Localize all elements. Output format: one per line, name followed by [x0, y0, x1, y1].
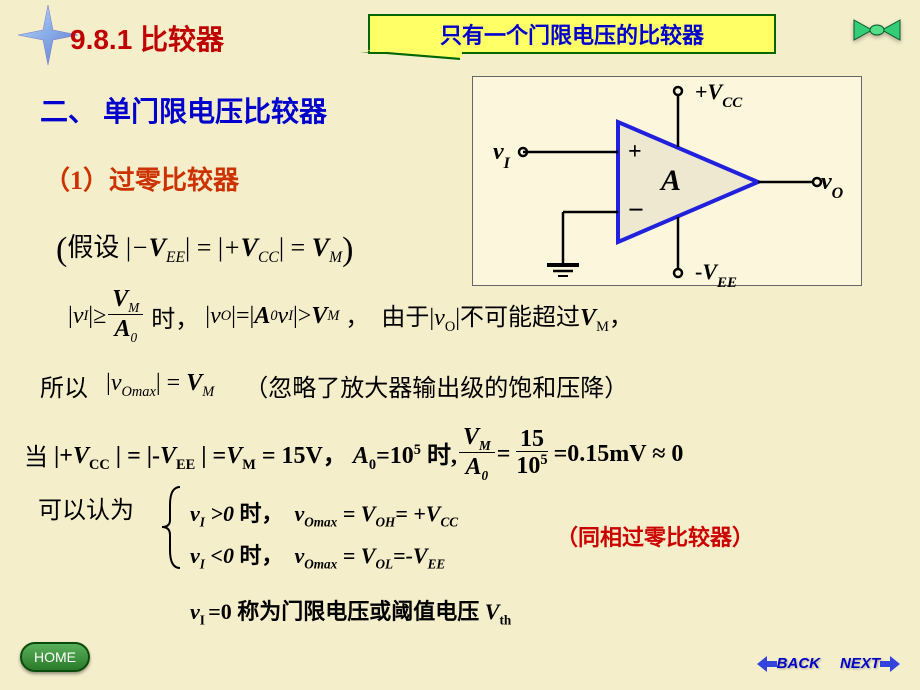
- ribbon-icon[interactable]: [852, 10, 902, 50]
- slide: 9.8.1 比较器 只有一个门限电压的比较器 二、 单门限电压比较器 （1）过零…: [0, 0, 920, 690]
- callout: 只有一个门限电压的比较器: [368, 14, 776, 54]
- opamp-diagram: + − A vI vO +VCC -VEE: [472, 76, 862, 286]
- svg-text:+: +: [628, 139, 642, 165]
- svg-text:vO: vO: [821, 169, 844, 202]
- subtitle: 二、 单门限电压比较器: [40, 90, 327, 130]
- svg-text:−: −: [628, 195, 644, 226]
- opamp-A: A: [659, 164, 681, 197]
- inequality-line: |vI| ≥ VM A0 时， |vO| = |A0vI| > VM ， 由于|…: [68, 287, 633, 346]
- home-button[interactable]: HOME: [20, 642, 90, 672]
- cond1: vI >0 时， vOmax = VOH= +VCC: [190, 496, 458, 530]
- cond2: vI <0 时， vOmax = VOL=-VEE: [190, 538, 445, 572]
- callout-tail-fill: [362, 50, 462, 58]
- svg-text:+VCC: +VCC: [695, 79, 743, 111]
- numeric-line: 当 |+VCC | = |-VEE | =VM = 15V， A0=105 时,…: [24, 425, 683, 484]
- section-title: 9.8.1 比较器: [70, 18, 224, 58]
- svg-text:-VEE: -VEE: [695, 259, 737, 287]
- sub1: （1）过零比较器: [44, 160, 239, 197]
- vomax-line: 所以 |vOmax| = VM （忽略了放大器输出级的饱和压降）: [40, 368, 628, 403]
- back-label: BACK: [777, 655, 820, 672]
- svg-text:vI: vI: [493, 139, 511, 172]
- back-button[interactable]: BACK: [757, 655, 820, 672]
- red-note: （同相过零比较器）: [556, 520, 754, 552]
- star-icon: [18, 5, 78, 65]
- can-think-label: 可以认为: [38, 490, 134, 525]
- assumption-line: (假设 |−VEE| = |+VCC| = VM): [56, 227, 353, 269]
- next-button[interactable]: NEXT: [840, 655, 900, 672]
- next-label: NEXT: [840, 655, 880, 672]
- brace-icon: [160, 485, 188, 570]
- threshold-line: vI =0 称为门限电压或阈值电压 Vth: [190, 594, 511, 628]
